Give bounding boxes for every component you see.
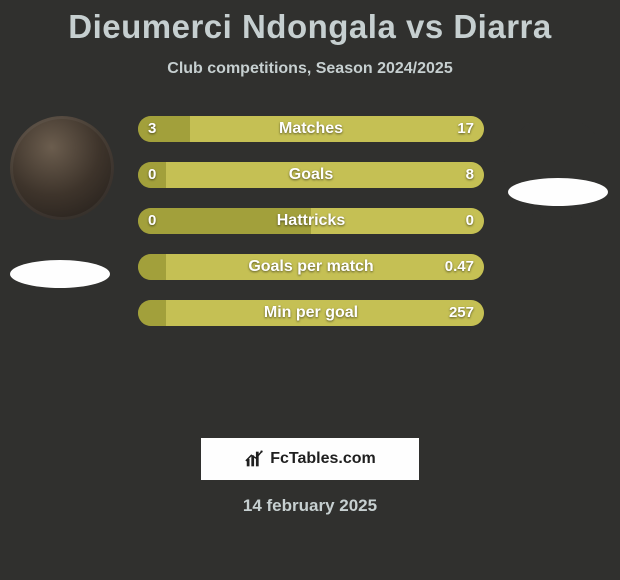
chart-icon [244, 448, 266, 470]
brand-badge: FcTables.com [201, 438, 419, 480]
avatar-left [10, 116, 114, 220]
stat-label: Goals [138, 162, 484, 188]
player-left [10, 116, 114, 288]
stat-value-left: 3 [148, 116, 156, 142]
comparison-stage: Matches317Goals08Hattricks00Goals per ma… [0, 102, 620, 432]
team-chip-right [508, 178, 608, 206]
stat-row-2: Hattricks0 0 [138, 208, 484, 234]
page-title: Dieumerci Ndongala vs Diarra [0, 0, 620, 46]
page-subtitle: Club competitions, Season 2024/2025 [0, 46, 620, 78]
stat-row-3: Goals per match0.47 [138, 254, 484, 280]
player-right [504, 116, 608, 220]
stat-value-left: 0 [148, 162, 156, 188]
stat-row-0: Matches3 17 [138, 116, 484, 142]
team-chip-left [10, 260, 110, 288]
stat-label: Hattricks [138, 208, 484, 234]
stat-value-left: 0 [148, 208, 156, 234]
brand-text: FcTables.com [270, 450, 376, 468]
stat-value-right: 8 [466, 162, 474, 188]
snapshot-date: 14 february 2025 [0, 480, 620, 516]
stat-label: Matches [138, 116, 484, 142]
stat-value-right: 257 [449, 300, 474, 326]
stat-label: Min per goal [138, 300, 484, 326]
stat-value-right: 0.47 [445, 254, 474, 280]
stat-row-1: Goals0 8 [138, 162, 484, 188]
stat-label: Goals per match [138, 254, 484, 280]
stat-value-right: 0 [466, 208, 474, 234]
stat-bars: Matches317Goals08Hattricks00Goals per ma… [138, 116, 484, 346]
stat-row-4: Min per goal257 [138, 300, 484, 326]
stat-value-right: 17 [457, 116, 474, 142]
